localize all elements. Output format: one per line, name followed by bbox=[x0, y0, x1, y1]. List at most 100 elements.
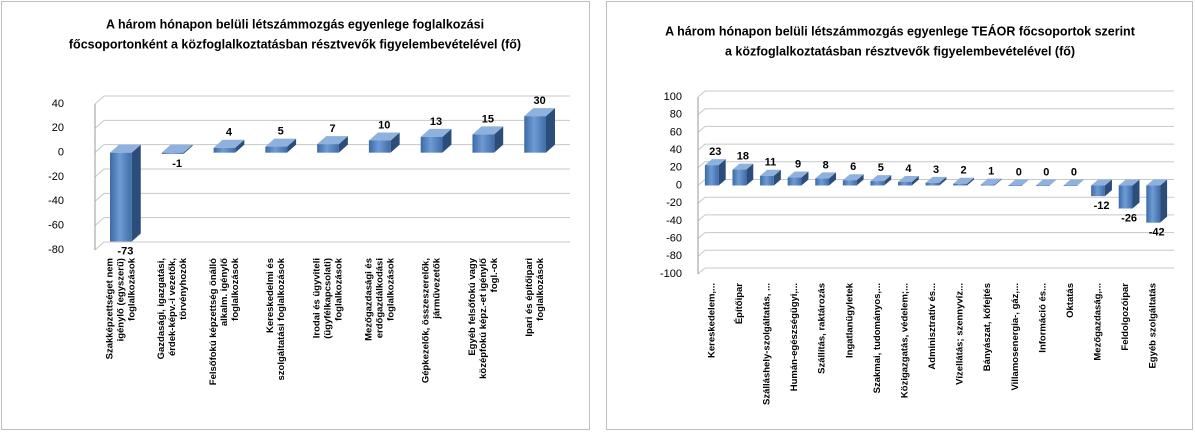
value-label: -12 bbox=[1094, 200, 1110, 212]
bar-side bbox=[773, 169, 781, 186]
bar bbox=[110, 144, 141, 242]
y-tick-label: 40 bbox=[52, 98, 64, 110]
x-tick-label: Kereskedelmi és bbox=[265, 258, 276, 333]
bar-top bbox=[524, 108, 555, 117]
bar bbox=[1118, 179, 1140, 209]
bar-front bbox=[1063, 185, 1078, 186]
y-tick-label: 60 bbox=[670, 126, 682, 138]
x-tick-label: Egyéb felsőfokú vagy bbox=[467, 257, 478, 355]
bar-side bbox=[801, 171, 809, 186]
bar bbox=[870, 175, 892, 186]
bar-front bbox=[842, 180, 857, 186]
bar-front bbox=[925, 182, 940, 186]
value-label: 1 bbox=[988, 166, 994, 178]
y-tick-label: -40 bbox=[48, 195, 64, 207]
bar-side bbox=[442, 128, 452, 153]
bar-top bbox=[953, 177, 974, 184]
bar bbox=[953, 177, 974, 186]
value-label: 3 bbox=[933, 164, 939, 176]
bar bbox=[1146, 179, 1168, 223]
bar-top bbox=[870, 175, 892, 182]
x-tick-label: Adminisztratív és... bbox=[927, 283, 938, 370]
grid-line bbox=[697, 196, 1174, 204]
value-label: 0 bbox=[1071, 166, 1077, 178]
y-tick-label: -40 bbox=[666, 215, 682, 227]
y-tick-label: -20 bbox=[48, 171, 64, 183]
bar-front bbox=[265, 146, 288, 153]
bar-side bbox=[966, 177, 974, 186]
bar-side bbox=[994, 178, 1002, 186]
bar-front bbox=[787, 177, 802, 186]
bar-top bbox=[1063, 179, 1085, 186]
grid-line bbox=[94, 119, 570, 129]
bar-side bbox=[1160, 179, 1168, 223]
x-tick-label: Feldolgozóipar bbox=[1120, 283, 1131, 351]
chart-title: A három hónapon belüli létszámmozgás egy… bbox=[665, 23, 1136, 38]
bar-front bbox=[732, 169, 747, 186]
bar-front bbox=[420, 136, 443, 153]
y-tick-label: 80 bbox=[670, 109, 682, 121]
x-tick-label: erdőgazdálkodási bbox=[374, 258, 385, 338]
bar-top bbox=[842, 174, 864, 181]
x-tick-label: alkalm. igénylő bbox=[219, 258, 230, 326]
x-tick-label: középfokú képz.-et igénylő bbox=[478, 258, 489, 379]
y-tick-label: -60 bbox=[666, 233, 682, 245]
bar-top bbox=[1035, 179, 1057, 186]
grid-line bbox=[94, 168, 570, 178]
value-label: 15 bbox=[482, 113, 494, 125]
x-tick-label: törvényhozók bbox=[178, 257, 189, 319]
x-tick-label: (ügyfélkapcsolati) bbox=[323, 258, 334, 339]
y-tick-label: 0 bbox=[58, 147, 64, 159]
bar-side bbox=[494, 126, 504, 153]
bar-top bbox=[787, 171, 809, 178]
bar-front bbox=[980, 184, 995, 186]
x-tick-label: Gazdasági, igazgatási, bbox=[156, 258, 167, 359]
x-tick-label: igénylő (egyszerű) bbox=[115, 258, 126, 341]
bar bbox=[368, 132, 400, 153]
bar-top bbox=[980, 178, 1002, 185]
x-tick-label: foglalkozások bbox=[535, 257, 546, 321]
bar-front bbox=[953, 183, 967, 186]
bar-top bbox=[925, 176, 947, 183]
y-tick-label: 20 bbox=[670, 162, 682, 174]
bar bbox=[1008, 179, 1030, 186]
bar-side bbox=[746, 163, 754, 186]
bar-front bbox=[760, 175, 774, 186]
grid-line bbox=[697, 143, 1174, 151]
bar-side bbox=[939, 176, 947, 186]
bar-top bbox=[317, 136, 348, 145]
bar-front bbox=[472, 134, 495, 153]
bar-front bbox=[1118, 185, 1133, 209]
x-tick-label: Oktatás bbox=[1065, 283, 1076, 318]
y-tick-label: 20 bbox=[52, 122, 64, 134]
bar bbox=[815, 172, 837, 186]
value-label: -1 bbox=[172, 158, 182, 170]
bar-front bbox=[368, 140, 391, 153]
bar bbox=[524, 108, 555, 153]
y-tick-label: -80 bbox=[666, 250, 682, 262]
bar bbox=[213, 139, 245, 153]
value-label: 7 bbox=[329, 123, 335, 135]
bar-side bbox=[1132, 179, 1140, 209]
grid-line bbox=[697, 125, 1174, 133]
y-tick-label: 0 bbox=[676, 179, 682, 191]
x-tick-label: Szakképzettséget nem bbox=[104, 258, 115, 359]
bar-top bbox=[732, 163, 754, 170]
bar-side bbox=[884, 175, 892, 186]
x-tick-label: Mezőgazdasági és bbox=[363, 258, 374, 341]
value-label: 4 bbox=[226, 127, 233, 139]
grid-line bbox=[94, 144, 570, 154]
bar-front bbox=[317, 144, 339, 153]
x-tick-label: járművezetők bbox=[432, 257, 443, 319]
value-label: 0 bbox=[1043, 166, 1049, 178]
value-label: 2 bbox=[961, 165, 967, 177]
x-tick-label: Villamosenergia-, gáz,... bbox=[1010, 283, 1021, 391]
bar-top bbox=[898, 175, 919, 182]
bar-side bbox=[911, 175, 919, 186]
grid-line bbox=[94, 192, 570, 202]
bar-top bbox=[815, 172, 837, 179]
value-label: 6 bbox=[850, 161, 856, 173]
value-label: 8 bbox=[823, 159, 829, 171]
y-tick-label: 100 bbox=[664, 91, 682, 103]
